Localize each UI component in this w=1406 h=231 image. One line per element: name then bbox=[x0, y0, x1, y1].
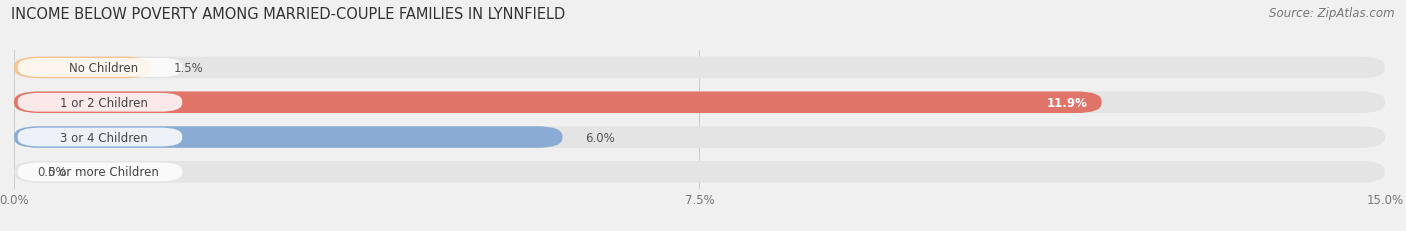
FancyBboxPatch shape bbox=[14, 161, 1385, 183]
FancyBboxPatch shape bbox=[18, 59, 183, 77]
Text: 0.0%: 0.0% bbox=[37, 166, 66, 179]
Text: 1 or 2 Children: 1 or 2 Children bbox=[59, 96, 148, 109]
Text: 6.0%: 6.0% bbox=[585, 131, 614, 144]
FancyBboxPatch shape bbox=[18, 128, 183, 147]
Text: 11.9%: 11.9% bbox=[1047, 96, 1088, 109]
FancyBboxPatch shape bbox=[14, 58, 1385, 79]
FancyBboxPatch shape bbox=[14, 92, 1385, 113]
Text: 3 or 4 Children: 3 or 4 Children bbox=[59, 131, 148, 144]
Text: 5 or more Children: 5 or more Children bbox=[48, 166, 159, 179]
FancyBboxPatch shape bbox=[14, 127, 1385, 148]
Text: No Children: No Children bbox=[69, 62, 138, 75]
FancyBboxPatch shape bbox=[18, 93, 183, 112]
FancyBboxPatch shape bbox=[14, 127, 562, 148]
FancyBboxPatch shape bbox=[14, 58, 152, 79]
Text: 1.5%: 1.5% bbox=[174, 62, 204, 75]
Text: INCOME BELOW POVERTY AMONG MARRIED-COUPLE FAMILIES IN LYNNFIELD: INCOME BELOW POVERTY AMONG MARRIED-COUPL… bbox=[11, 7, 565, 22]
FancyBboxPatch shape bbox=[14, 92, 1102, 113]
Text: Source: ZipAtlas.com: Source: ZipAtlas.com bbox=[1270, 7, 1395, 20]
FancyBboxPatch shape bbox=[18, 163, 183, 182]
